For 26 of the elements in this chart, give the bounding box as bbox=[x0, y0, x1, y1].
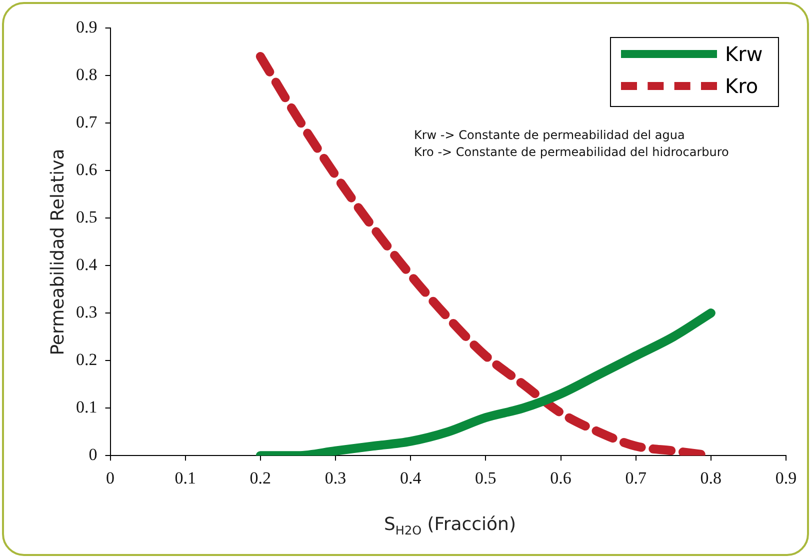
y-tick-label: 0.7 bbox=[76, 112, 98, 132]
y-tick-label: 0.2 bbox=[76, 350, 98, 370]
y-tick-label: 0.9 bbox=[76, 17, 98, 36]
x-tick-label: 0.5 bbox=[475, 468, 496, 488]
y-tick-label: 0.3 bbox=[76, 302, 98, 322]
y-tick-label: 0 bbox=[88, 445, 98, 464]
y-axis-title: Permeabilidad Relativa bbox=[48, 148, 68, 356]
x-tick-label: 0.1 bbox=[174, 468, 196, 488]
y-tick-label: 0.1 bbox=[76, 398, 98, 417]
x-axis-title: S$_{H2O}$ (Fracción) bbox=[382, 514, 517, 538]
x-tick-label: 0.2 bbox=[250, 468, 272, 488]
x-tick-label: 0.8 bbox=[700, 468, 722, 488]
y-tick-label: 0.6 bbox=[76, 160, 98, 179]
y-tick-label: 0.4 bbox=[76, 255, 98, 274]
annotation: Kro -> Constante de permeabilidad del hidrocarburo bbox=[414, 144, 729, 161]
x-tick-label: 0 bbox=[106, 468, 114, 488]
y-tick-label: 0.8 bbox=[76, 64, 98, 84]
x-tick-label: 0.4 bbox=[400, 468, 422, 488]
x-tick-label: 0.3 bbox=[324, 468, 346, 488]
x-tick-label: 0.9 bbox=[775, 468, 797, 488]
x-tick-label: 0.6 bbox=[550, 468, 572, 488]
legend-label: Krw bbox=[725, 42, 763, 66]
y-tick-label: 0.5 bbox=[76, 208, 98, 227]
annotation: Krw -> Constante de permeabilidad del agua bbox=[414, 127, 686, 144]
x-tick-label: 0.7 bbox=[625, 468, 647, 488]
legend-label: Kro bbox=[725, 74, 758, 98]
